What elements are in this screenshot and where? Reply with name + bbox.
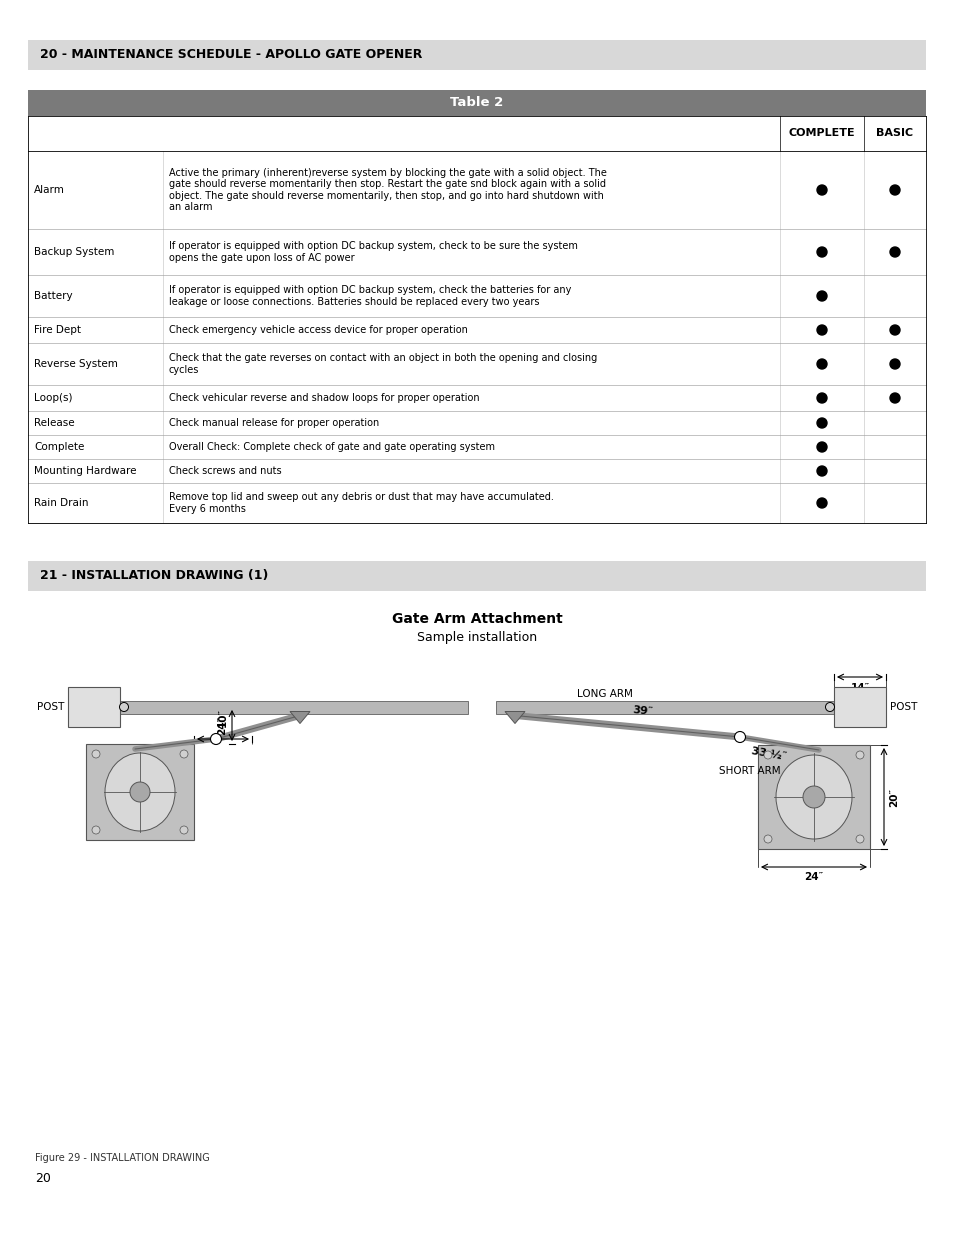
- Circle shape: [816, 393, 826, 403]
- Text: Battery: Battery: [34, 291, 72, 301]
- Text: Table 2: Table 2: [450, 96, 503, 110]
- Circle shape: [816, 185, 826, 195]
- Circle shape: [802, 785, 824, 808]
- Circle shape: [130, 782, 150, 802]
- Text: If operator is equipped with option DC backup system, check to be sure the syste: If operator is equipped with option DC b…: [169, 241, 578, 263]
- Text: Check screws and nuts: Check screws and nuts: [169, 466, 281, 475]
- Bar: [120, 700, 468, 714]
- Bar: [496, 700, 833, 714]
- Bar: [28, 561, 925, 592]
- Polygon shape: [290, 711, 310, 724]
- Circle shape: [211, 734, 221, 745]
- Text: 20″: 20″: [888, 788, 898, 806]
- Text: 24″: 24″: [803, 872, 822, 882]
- Polygon shape: [504, 711, 524, 724]
- Text: Remove top lid and sweep out any debris or dust that may have accumulated.
Every: Remove top lid and sweep out any debris …: [169, 493, 554, 514]
- Circle shape: [91, 750, 100, 758]
- Bar: [28, 40, 925, 70]
- Circle shape: [763, 751, 771, 760]
- Bar: [68, 687, 120, 727]
- Circle shape: [734, 731, 744, 742]
- Text: Check vehicular reverse and shadow loops for proper operation: Check vehicular reverse and shadow loops…: [169, 393, 479, 403]
- Text: POST: POST: [889, 701, 917, 713]
- Text: Gate Arm Attachment: Gate Arm Attachment: [392, 613, 561, 626]
- Text: Overall Check: Complete check of gate and gate operating system: Overall Check: Complete check of gate an…: [169, 442, 495, 452]
- Ellipse shape: [775, 755, 851, 839]
- Circle shape: [816, 291, 826, 301]
- Circle shape: [816, 417, 826, 429]
- Bar: [833, 687, 885, 727]
- Text: 20: 20: [35, 1172, 51, 1186]
- Text: 14″: 14″: [849, 683, 869, 693]
- Text: POST: POST: [36, 701, 64, 713]
- Text: Reverse System: Reverse System: [34, 359, 118, 369]
- Text: Alarm: Alarm: [34, 185, 65, 195]
- Text: BASIC: BASIC: [876, 128, 913, 138]
- Text: Complete: Complete: [34, 442, 84, 452]
- Text: Fire Dept: Fire Dept: [34, 325, 81, 335]
- Text: 10″: 10″: [218, 708, 228, 727]
- Circle shape: [763, 835, 771, 844]
- Circle shape: [889, 325, 899, 335]
- Text: Sample installation: Sample installation: [416, 631, 537, 643]
- Text: 39″: 39″: [631, 705, 653, 718]
- Circle shape: [816, 325, 826, 335]
- Text: 24″: 24″: [216, 716, 227, 735]
- Text: Check that the gate reverses on contact with an object in both the opening and c: Check that the gate reverses on contact …: [169, 353, 597, 374]
- Circle shape: [889, 247, 899, 257]
- Circle shape: [889, 359, 899, 369]
- Circle shape: [816, 466, 826, 475]
- Text: 21 - INSTALLATION DRAWING (1): 21 - INSTALLATION DRAWING (1): [40, 569, 268, 583]
- Text: 20 - MAINTENANCE SCHEDULE - APOLLO GATE OPENER: 20 - MAINTENANCE SCHEDULE - APOLLO GATE …: [40, 48, 422, 62]
- Text: Figure 29 - INSTALLATION DRAWING: Figure 29 - INSTALLATION DRAWING: [35, 1153, 210, 1163]
- Circle shape: [855, 751, 863, 760]
- Text: Active the primary (inherent)reverse system by blocking the gate with a solid ob: Active the primary (inherent)reverse sys…: [169, 168, 606, 212]
- Text: COMPLETE: COMPLETE: [788, 128, 855, 138]
- Circle shape: [180, 750, 188, 758]
- Text: Check emergency vehicle access device for proper operation: Check emergency vehicle access device fo…: [169, 325, 467, 335]
- Circle shape: [119, 703, 129, 711]
- Circle shape: [91, 826, 100, 834]
- Bar: [86, 743, 193, 840]
- Text: LONG ARM: LONG ARM: [577, 689, 633, 699]
- Text: Mounting Hardware: Mounting Hardware: [34, 466, 136, 475]
- Circle shape: [824, 703, 834, 711]
- Text: Rain Drain: Rain Drain: [34, 498, 89, 508]
- Circle shape: [855, 835, 863, 844]
- Text: Backup System: Backup System: [34, 247, 114, 257]
- Text: Check manual release for proper operation: Check manual release for proper operatio…: [169, 417, 379, 429]
- Text: Release: Release: [34, 417, 74, 429]
- Circle shape: [889, 185, 899, 195]
- Ellipse shape: [105, 753, 174, 831]
- Circle shape: [816, 498, 826, 508]
- Text: Loop(s): Loop(s): [34, 393, 72, 403]
- Circle shape: [816, 442, 826, 452]
- Circle shape: [816, 359, 826, 369]
- Circle shape: [816, 247, 826, 257]
- Text: SHORT ARM: SHORT ARM: [719, 767, 781, 777]
- Circle shape: [889, 393, 899, 403]
- Text: If operator is equipped with option DC backup system, check the batteries for an: If operator is equipped with option DC b…: [169, 285, 571, 306]
- Circle shape: [180, 826, 188, 834]
- Bar: [758, 745, 869, 848]
- Bar: [28, 90, 925, 116]
- Text: 33 ½″: 33 ½″: [750, 746, 787, 761]
